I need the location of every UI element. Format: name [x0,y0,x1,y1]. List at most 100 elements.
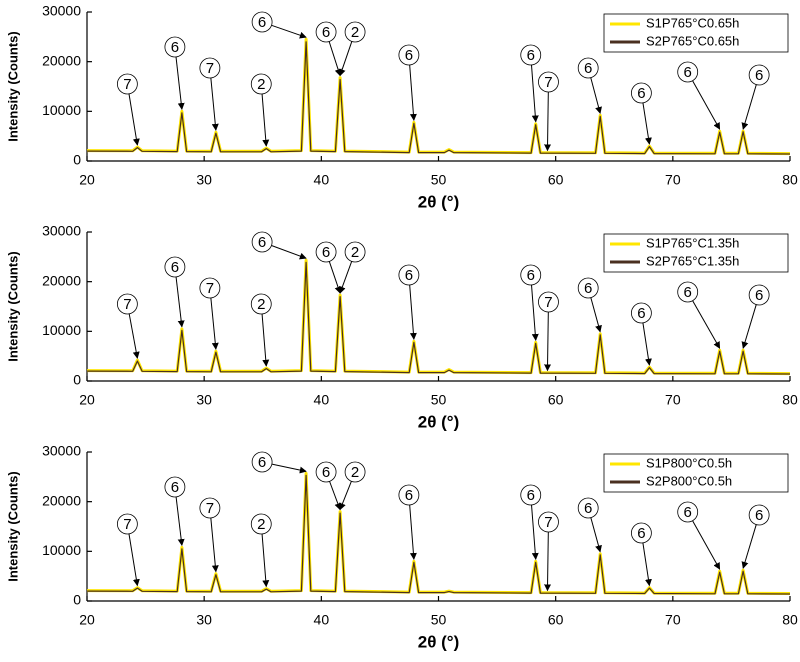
annotation-label: 6 [322,24,330,41]
annotation-arrow [642,542,652,587]
annotation-label: 6 [584,280,592,297]
x-tick-label: 30 [196,392,212,408]
annotation-label: 2 [351,244,359,261]
x-tick-label: 40 [314,612,330,628]
annotation-circle [250,293,272,315]
annotation-arrow [210,77,219,131]
series-line [86,474,791,595]
annotation-arrow [271,245,307,260]
annotation-circle [164,476,186,498]
x-axis-title: 2θ (°) [418,412,460,431]
annotation-circle [520,484,542,506]
annotation-label: 6 [322,244,330,261]
annotation-arrow [175,276,185,328]
legend-label: S2P800°C0.5h [646,473,732,488]
annotation-label: 6 [637,525,645,542]
annotation-arrow [741,524,757,569]
annotation-circle [677,281,699,303]
legend-box [603,233,789,273]
annotation-arrow [531,284,539,341]
series-line [86,258,791,376]
y-tick-label: 10000 [42,322,81,338]
annotation-arrow [692,300,721,349]
legend-label: S1P765°C1.35h [646,235,739,250]
annotation-circle [398,44,420,66]
annotation-arrow [409,284,417,340]
annotation-circle [538,291,559,313]
annotation-circle [748,504,770,526]
annotation-label: 6 [405,487,413,504]
annotation-circle [116,513,138,535]
annotation-circle [577,497,599,519]
y-tick-label: 0 [73,372,81,388]
annotation-label: 6 [584,60,592,77]
annotation-label: 6 [755,507,763,524]
annotation-arrow [544,531,552,592]
y-axis-title: Intensity (Counts) [5,471,20,582]
x-tick-label: 60 [548,612,564,628]
annotation-arrow [328,261,342,294]
annotation-arrow [338,261,353,294]
x-tick-label: 30 [196,612,212,628]
annotation-circle [251,11,273,33]
annotation-label: 7 [206,500,214,517]
annotation-circle [677,61,699,83]
x-tick-label: 40 [314,392,330,408]
annotation-circle [164,256,186,278]
x-tick-label: 40 [314,172,330,188]
annotation-circle [199,497,221,519]
annotation-circle [315,21,337,43]
annotation-label: 6 [684,504,692,521]
x-tick-label: 70 [665,392,681,408]
annotation-circle [315,241,337,263]
annotation-arrow [175,56,185,111]
annotation-arrow [531,504,539,560]
annotation-circle [116,73,138,95]
annotation-label: 6 [684,284,692,301]
annotation-label: 7 [544,294,552,311]
annotation-label: 6 [527,267,535,284]
annotation-arrow [741,84,757,130]
annotation-circle [250,73,272,95]
annotation-label: 7 [123,76,131,93]
annotation-circle [199,57,221,79]
annotation-arrow [530,64,539,123]
x-tick-label: 20 [79,172,95,188]
annotation-arrow [339,481,352,511]
annotation-arrow [544,91,552,152]
annotation-arrow [175,496,185,547]
annotation-circle [398,264,420,286]
annotation-circle [677,501,699,523]
annotation-arrow [128,313,140,359]
annotation-arrow [409,64,417,121]
legend-label: S2P765°C1.35h [646,253,739,268]
annotation-arrow [409,504,417,560]
annotation-label: 6 [258,234,266,251]
annotation-label: 6 [637,85,645,102]
annotation-arrow [328,41,342,77]
annotation-label: 7 [544,514,552,531]
y-axis-title: Intensity (Counts) [5,31,20,142]
legend-box [603,13,789,53]
annotation-circle [538,71,559,93]
annotation-circle [250,513,272,535]
annotation-circle [631,302,652,324]
annotation-circle [344,461,366,483]
annotation-label: 6 [258,454,266,471]
annotation-label: 6 [258,14,266,31]
x-tick-label: 50 [431,172,447,188]
annotation-circle [116,293,138,315]
annotation-arrow [338,41,353,77]
annotation-label: 6 [405,47,413,64]
annotation-circle [631,522,652,544]
annotation-circle [344,21,366,43]
x-tick-label: 20 [79,612,95,628]
y-axis-title: Intensity (Counts) [5,251,20,362]
annotation-circle [577,277,599,299]
y-tick-label: 20000 [42,272,81,288]
legend-label: S1P765°C0.65h [646,15,739,30]
y-tick-label: 30000 [42,223,81,239]
annotation-circle [631,82,652,104]
annotation-label: 7 [123,296,131,313]
